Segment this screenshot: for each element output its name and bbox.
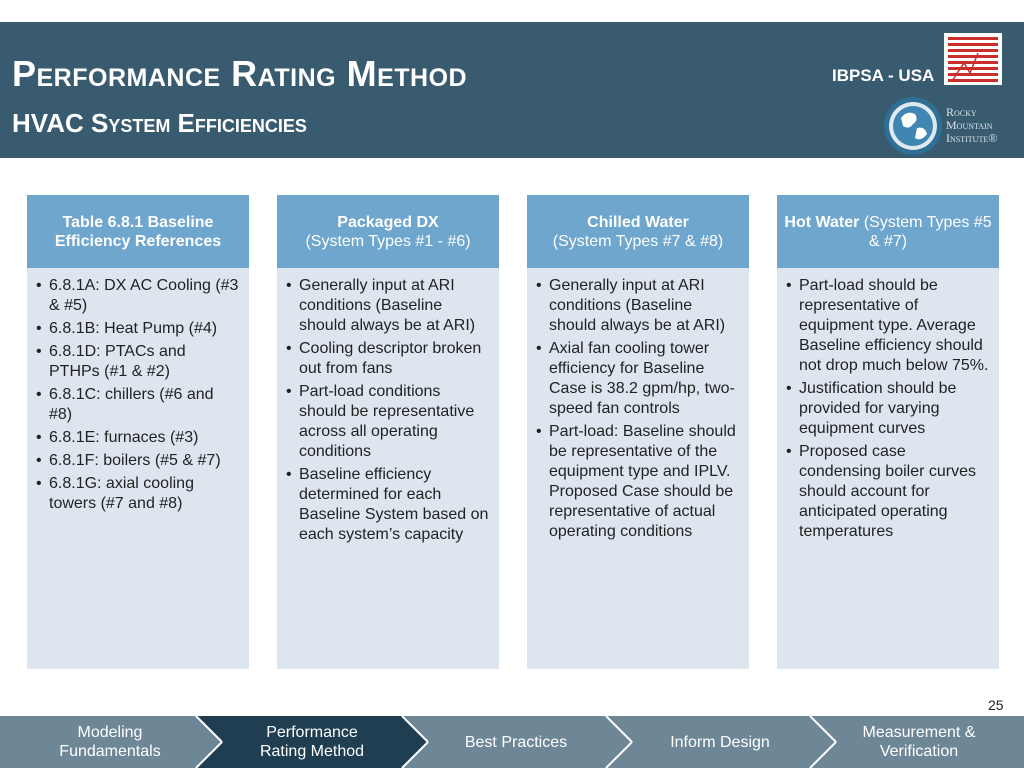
column-header-bold: Table 6.8.1 Baseline Efficiency Referenc… — [54, 213, 222, 250]
logo-text-line: Institute® — [946, 131, 998, 145]
column-chilled-water: Chilled Water(System Types #7 & #8) Gene… — [527, 195, 749, 669]
nav-tab-shape[interactable] — [606, 716, 836, 768]
list-item: Generally input at ARI conditions (Basel… — [535, 276, 739, 336]
ibpsa-flag-logo-icon — [944, 33, 1002, 85]
column-header: Chilled Water (System Types #7 & #8) — [527, 195, 749, 268]
list-item: 6.8.1C: chillers (#6 and #8) — [35, 385, 239, 425]
column-packaged-dx: Packaged DX(System Types #1 - #6) Genera… — [277, 195, 499, 669]
list-item: 6.8.1B: Heat Pump (#4) — [35, 319, 239, 339]
bullet-list: 6.8.1A: DX AC Cooling (#3 & #5) 6.8.1B: … — [35, 276, 239, 514]
nav-tab-shape[interactable] — [402, 716, 632, 768]
nav-tab-shape[interactable] — [810, 716, 1024, 768]
column-header-detail: (System Types #5 & #7) — [863, 213, 992, 250]
rocky-mountain-institute-logo-text: Rocky Mountain Institute® — [946, 106, 997, 145]
nav-tab-modeling-fundamentals[interactable]: Modeling Fundamentals — [59, 724, 161, 760]
column-header-bold: Hot Water — [784, 213, 860, 231]
list-item: Justification should be provided for var… — [785, 379, 989, 439]
nav-tab-shape[interactable] — [0, 716, 222, 768]
logo-text-line: Mountain — [946, 118, 993, 132]
nav-tab-inform-design[interactable]: Inform Design — [670, 733, 770, 751]
logo-text-line: Rocky — [946, 105, 977, 119]
column-hot-water: Hot Water (System Types #5 & #7) Part-lo… — [777, 195, 999, 669]
column-header-detail: (System Types #1 - #6) — [305, 232, 471, 250]
ibpsa-usa-logo-label: IBPSA - USA — [832, 66, 935, 85]
list-item: Part-load conditions should be represent… — [285, 382, 489, 462]
rocky-mountain-globe-icon — [884, 97, 942, 155]
list-item: Part-load should be representative of eq… — [785, 276, 989, 376]
list-item: 6.8.1F: boilers (#5 & #7) — [35, 451, 239, 471]
list-item: Proposed case condensing boiler curves s… — [785, 442, 989, 542]
section-nav-bar: Modeling Fundamentals Performance Rating… — [0, 716, 1024, 768]
page-title: Performance Rating Method — [12, 53, 468, 94]
list-item: Generally input at ARI conditions (Basel… — [285, 276, 489, 336]
list-item: Part-load: Baseline should be representa… — [535, 422, 739, 542]
efficiency-columns: Table 6.8.1 Baseline Efficiency Referenc… — [27, 195, 999, 669]
bullet-list: Generally input at ARI conditions (Basel… — [535, 276, 739, 542]
column-header-detail: (System Types #7 & #8) — [552, 232, 724, 250]
nav-tab-shape[interactable] — [196, 716, 428, 768]
column-baseline-references: Table 6.8.1 Baseline Efficiency Referenc… — [27, 195, 249, 669]
bullet-list: Part-load should be representative of eq… — [785, 276, 989, 542]
title-banner: Performance Rating Method HVAC System Ef… — [0, 22, 1024, 158]
column-header: Hot Water (System Types #5 & #7) — [777, 195, 999, 268]
list-item: Axial fan cooling tower efficiency for B… — [535, 339, 739, 419]
list-item: 6.8.1G: axial cooling towers (#7 and #8) — [35, 474, 239, 514]
page-subtitle: HVAC System Efficiencies — [12, 108, 307, 138]
nav-tab-performance-rating-method[interactable]: Performance Rating Method — [259, 724, 365, 760]
bullet-list: Generally input at ARI conditions (Basel… — [285, 276, 489, 545]
column-header: Table 6.8.1 Baseline Efficiency Referenc… — [27, 195, 249, 268]
list-item: 6.8.1D: PTACs and PTHPs (#1 & #2) — [35, 342, 239, 382]
nav-tab-best-practices[interactable]: Best Practices — [464, 733, 568, 751]
list-item: 6.8.1E: furnaces (#3) — [35, 428, 239, 448]
page-number: 25 — [988, 697, 1004, 713]
list-item: Baseline efficiency determined for each … — [285, 465, 489, 545]
column-header-bold: Chilled Water — [587, 213, 689, 231]
nav-tab-measurement-verification[interactable]: Measurement & Verification — [862, 724, 976, 760]
nav-arrows — [0, 716, 1024, 768]
list-item: Cooling descriptor broken out from fans — [285, 339, 489, 379]
column-header-bold: Packaged DX — [337, 213, 439, 231]
list-item: 6.8.1A: DX AC Cooling (#3 & #5) — [35, 276, 239, 316]
column-header: Packaged DX (System Types #1 - #6) — [277, 195, 499, 268]
